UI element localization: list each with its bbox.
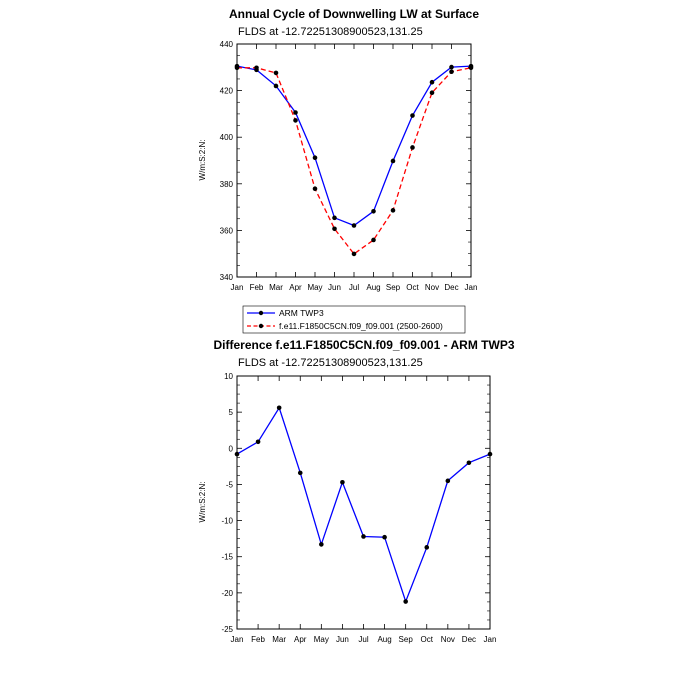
x-tick-label: Mar [272, 635, 286, 644]
series-0-point [445, 478, 451, 484]
y-tick-label: -15 [221, 553, 233, 562]
x-tick-label: Feb [250, 283, 264, 292]
series-1-point [371, 237, 376, 243]
series-1-point [332, 226, 337, 232]
bottom-chart-ylabel: W/m:S:2:N: [198, 482, 207, 523]
series-0-point [340, 479, 345, 485]
bottom-x-axis: Jan Feb Mar Apr May Jun Jul Aug Sep Oct Nov Dec Jan [231, 376, 497, 644]
series-1-point [312, 186, 318, 191]
y-tick-label: 340 [220, 273, 234, 282]
y-tick-label: -20 [221, 589, 233, 598]
top-chart-subtitle: FLDS at -12.72251308900523,131.25 [238, 26, 423, 38]
x-tick-label: Jan [231, 635, 244, 644]
legend-label-model: f.e11.F1850C5CN.f09_f09.001 (2500-2600) [279, 321, 443, 331]
series-0-point [332, 215, 337, 221]
series-1-point [410, 145, 415, 150]
bottom-chart-title: Difference f.e11.F1850C5CN.f09_f09.001 -… [213, 338, 514, 352]
x-tick-label: May [314, 635, 329, 644]
x-tick-label: Jan [465, 283, 478, 292]
top-chart-ylabel: W/m:S:2:N: [198, 140, 207, 181]
x-tick-label: Jul [349, 283, 359, 292]
series-0-point [273, 83, 279, 89]
y-tick-label: 420 [220, 87, 234, 96]
legend-marker-model [258, 323, 264, 329]
x-tick-label: Jan [231, 283, 244, 292]
series-1-point [293, 118, 298, 123]
series-0-point [297, 470, 303, 476]
series-0-point [319, 542, 324, 547]
series-0-point [424, 545, 430, 550]
y-tick-label: 5 [229, 408, 234, 417]
x-tick-label: Jul [358, 635, 368, 644]
series-0-point [382, 534, 387, 540]
series-line-0 [236, 406, 491, 604]
series-1-point [351, 251, 357, 257]
legend-label-arm-twp3: ARM TWP3 [279, 308, 324, 318]
series-1-point [254, 65, 259, 71]
series-1-point [468, 65, 474, 71]
bottom-series-group [234, 405, 493, 604]
series-1-point [234, 65, 240, 71]
y-tick-label: 360 [220, 226, 234, 235]
series-0-point [276, 405, 282, 411]
x-tick-label: Mar [269, 283, 283, 292]
x-tick-label: Sep [399, 635, 414, 644]
bottom-chart: Difference f.e11.F1850C5CN.f09_f09.001 -… [198, 338, 515, 644]
y-tick-label: -10 [221, 517, 233, 526]
x-tick-label: Nov [425, 283, 439, 292]
x-tick-label: Oct [421, 635, 434, 644]
series-0-point [390, 158, 396, 164]
series-0-point [312, 155, 318, 161]
x-tick-label: Dec [462, 635, 476, 644]
bottom-y-axis: -25 -20 -15 -10 -5 0 5 10 [221, 372, 490, 634]
x-tick-label: Sep [386, 283, 401, 292]
series-0-point [487, 451, 493, 457]
series-1-point [429, 90, 435, 95]
series-0-point [429, 79, 435, 85]
y-tick-label: 400 [220, 133, 234, 142]
bottom-chart-subtitle: FLDS at -12.72251308900523,131.25 [238, 357, 423, 369]
x-tick-label: Aug [377, 635, 391, 644]
series-1-point [449, 69, 454, 75]
y-tick-label: -25 [221, 625, 233, 634]
y-tick-label: 10 [224, 372, 233, 381]
x-tick-label: Jun [336, 635, 349, 644]
series-0-point [371, 208, 376, 214]
series-0-point [403, 599, 408, 604]
x-tick-label: Nov [441, 635, 455, 644]
series-0-point [410, 113, 415, 118]
top-chart-legend: ARM TWP3 f.e11.F1850C5CN.f09_f09.001 (25… [242, 305, 466, 334]
series-0-point [466, 460, 472, 466]
series-1-point [273, 70, 279, 76]
top-chart-title: Annual Cycle of Downwelling LW at Surfac… [229, 7, 479, 21]
x-tick-label: Oct [406, 283, 419, 292]
series-1-point [390, 208, 396, 213]
top-chart: Annual Cycle of Downwelling LW at Surfac… [198, 7, 479, 292]
x-tick-label: Feb [251, 635, 265, 644]
x-tick-label: Aug [366, 283, 380, 292]
y-tick-label: -5 [226, 480, 234, 489]
series-0-point [361, 534, 366, 539]
y-tick-label: 380 [220, 180, 234, 189]
y-tick-label: 0 [229, 444, 234, 453]
series-line-0 [236, 65, 472, 227]
series-0-point [293, 110, 298, 115]
series-0-point [234, 451, 240, 457]
x-tick-label: Apr [294, 635, 307, 644]
x-tick-label: Dec [444, 283, 458, 292]
y-tick-label: 440 [220, 40, 234, 49]
x-tick-label: Jun [328, 283, 341, 292]
top-series-group [234, 63, 474, 257]
x-tick-label: May [307, 283, 322, 292]
x-tick-label: Apr [289, 283, 302, 292]
series-0-point [449, 64, 454, 70]
top-y-axis: 340 360 380 400 420 440 [220, 40, 471, 282]
series-0-point [255, 439, 261, 445]
series-0-point [351, 223, 357, 228]
legend-marker-arm-twp3 [258, 310, 264, 316]
legend-box [242, 305, 466, 334]
x-tick-label: Jan [484, 635, 497, 644]
top-x-axis: Jan Feb Mar Apr May Jun Jul Aug Sep Oct Nov Dec Jan [231, 44, 478, 292]
